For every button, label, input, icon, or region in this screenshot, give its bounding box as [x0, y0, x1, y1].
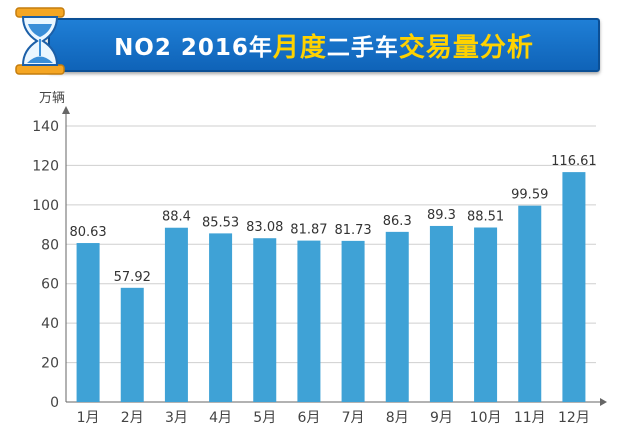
data-label: 80.63: [69, 225, 106, 240]
data-label: 88.51: [467, 210, 504, 225]
bar-7: [341, 240, 365, 402]
data-label: 88.4: [162, 210, 191, 225]
bar-10: [474, 227, 498, 402]
bar-3: [164, 227, 188, 402]
data-label: 116.61: [551, 154, 597, 169]
x-tick-label: 8月: [386, 410, 409, 426]
x-tick-label: 2月: [121, 410, 144, 426]
bar-12: [562, 172, 586, 402]
x-tick-label: 1月: [77, 410, 100, 426]
x-tick-label: 10月: [470, 410, 502, 426]
bar-8: [385, 231, 409, 402]
x-tick-label: 5月: [253, 410, 276, 426]
hourglass-icon: [15, 7, 65, 75]
x-tick-label: 6月: [297, 410, 320, 426]
x-tick-label: 3月: [165, 410, 188, 426]
data-label: 81.87: [290, 223, 327, 238]
data-label: 89.3: [427, 208, 456, 223]
bar-9: [429, 225, 453, 402]
data-label: 99.59: [511, 188, 548, 203]
chart-area: 0 20 40 60 80 100 120 140 万辆 80.63 1月 57.92 2月 88.4 3月…: [0, 80, 618, 444]
x-tick-label: 12月: [558, 410, 590, 426]
bar-11: [518, 205, 542, 402]
bar-4: [209, 233, 233, 402]
y-tick-label: 40: [41, 316, 59, 332]
title-banner: NO2 2016年 月度 二手车 交易量分析: [48, 18, 600, 72]
title-highlight-analysis: 交易量分析: [398, 32, 534, 63]
x-tick-label: 7月: [342, 410, 365, 426]
data-label: 57.92: [114, 270, 151, 285]
title-highlight-month: 月度: [272, 32, 327, 63]
chart-title: NO2 2016年 月度 二手车 交易量分析: [50, 20, 598, 70]
y-tick-label: 120: [32, 158, 59, 174]
bar-6: [297, 240, 321, 402]
data-label: 85.53: [202, 215, 239, 230]
y-tick-label: 20: [41, 356, 59, 372]
bar-2: [120, 287, 144, 402]
x-axis-arrow: [600, 398, 607, 406]
x-tick-label: 9月: [430, 410, 453, 426]
y-axis-unit-label: 万辆: [39, 91, 65, 106]
y-tick-label: 140: [32, 119, 59, 135]
y-tick-label: 0: [50, 395, 59, 411]
data-label: 83.08: [246, 220, 283, 235]
y-tick-label: 100: [32, 198, 59, 214]
data-label: 86.3: [383, 214, 412, 229]
y-tick-label: 60: [41, 277, 59, 293]
title-prefix: NO2 2016年: [114, 35, 273, 61]
bar-1: [76, 243, 100, 402]
x-tick-label: 4月: [209, 410, 232, 426]
title-middle: 二手车: [326, 35, 399, 61]
y-axis-arrow: [62, 106, 70, 114]
data-label: 81.73: [334, 223, 371, 238]
x-tick-label: 11月: [514, 410, 546, 426]
bar-5: [253, 238, 277, 402]
bar-chart: 0 20 40 60 80 100 120 140 万辆 80.63 1月 57.92 2月 88.4 3月…: [32, 91, 607, 426]
y-tick-label: 80: [41, 237, 59, 253]
